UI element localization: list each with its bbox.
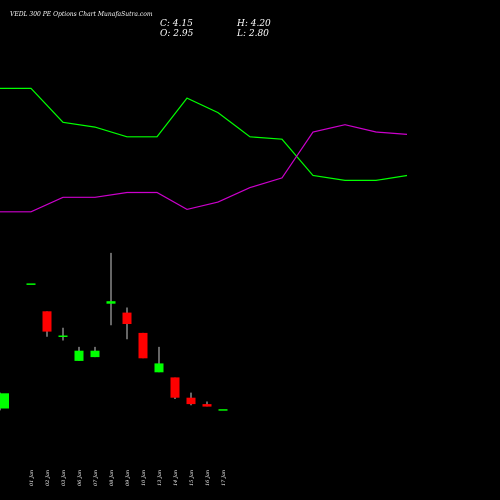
x-tick-label: 13 Jan xyxy=(157,470,163,486)
x-tick-label: 01 Jan xyxy=(29,470,35,486)
x-tick-label: 14 Jan xyxy=(173,470,179,486)
candle-body xyxy=(74,350,84,361)
candlesticks xyxy=(0,252,228,411)
candle-10 xyxy=(170,377,180,399)
candle-11 xyxy=(186,392,196,406)
candle-1 xyxy=(26,283,36,285)
upper-indicator-line xyxy=(0,87,408,181)
candle-8 xyxy=(138,332,148,359)
x-axis-labels: 01 Jan 02 Jan 03 Jan 06 Jan 07 Jan 08 Jan 09 J… xyxy=(29,470,227,486)
open-value: O: 2.95 xyxy=(160,29,194,39)
candle-body xyxy=(138,332,148,359)
x-tick-label: 10 Jan xyxy=(141,470,147,486)
candle-body xyxy=(186,397,196,405)
candle-14 xyxy=(0,392,9,411)
candle-body xyxy=(154,363,164,373)
candle-body xyxy=(218,409,228,411)
close-value: C: 4.15 xyxy=(160,19,193,29)
candle-body xyxy=(90,350,100,358)
chart-title: VEDL 300 PE Options Chart MunafaSutra.co… xyxy=(10,11,153,18)
x-tick-label: 03 Jan xyxy=(61,470,67,486)
x-tick-label: 15 Jan xyxy=(189,470,195,486)
high-value: H: 4.20 xyxy=(236,19,271,29)
candle-2 xyxy=(42,311,52,337)
lower-indicator-line xyxy=(0,124,408,213)
candle-body xyxy=(0,393,9,409)
candle-5 xyxy=(90,346,100,358)
x-tick-label: 06 Jan xyxy=(77,470,83,486)
candle-9 xyxy=(154,346,164,373)
x-tick-label: 07 Jan xyxy=(93,470,99,486)
candle-3 xyxy=(58,327,68,341)
candle-4 xyxy=(74,346,84,361)
x-tick-label: 09 Jan xyxy=(125,470,131,486)
candle-body xyxy=(122,312,132,324)
candle-body xyxy=(42,311,52,332)
candle-body xyxy=(202,404,212,407)
candle-body xyxy=(26,283,36,285)
candle-12 xyxy=(202,401,212,407)
candle-7 xyxy=(122,307,132,340)
x-tick-label: 08 Jan xyxy=(109,470,115,486)
candle-13 xyxy=(218,409,228,411)
candle-body xyxy=(58,335,68,337)
indicator-lines xyxy=(0,87,408,213)
x-tick-label: 16 Jan xyxy=(205,470,211,486)
x-tick-label: 17 Jan xyxy=(221,470,227,486)
low-value: L: 2.80 xyxy=(236,29,269,39)
candle-body xyxy=(106,301,116,304)
candle-6 xyxy=(106,252,116,326)
candle-body xyxy=(170,377,180,398)
x-tick-label: 02 Jan xyxy=(45,470,51,486)
